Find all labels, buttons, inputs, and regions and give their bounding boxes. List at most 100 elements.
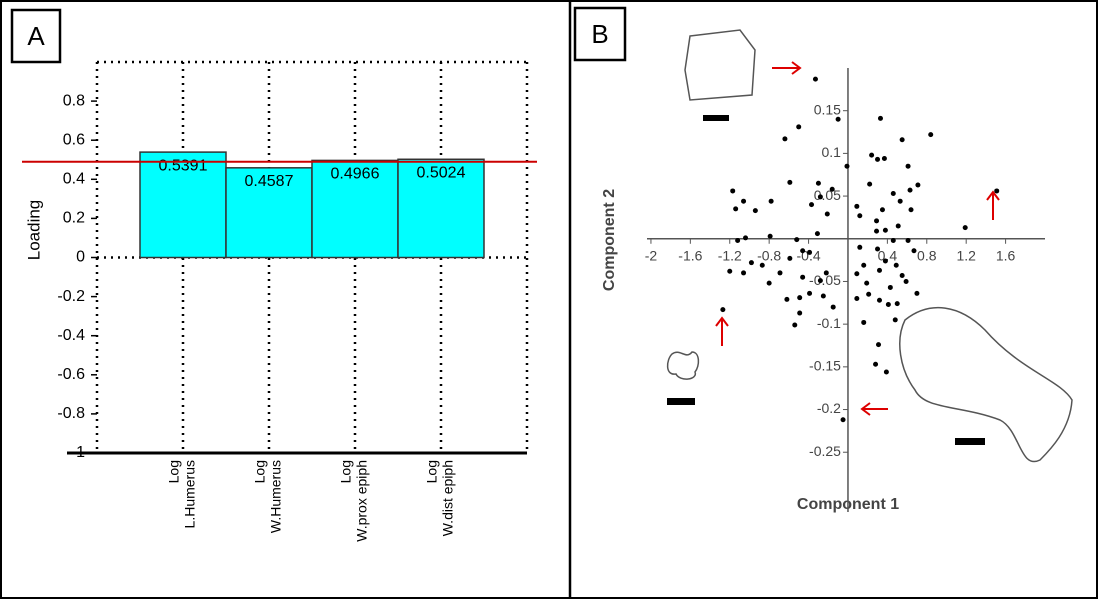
point bbox=[857, 244, 863, 250]
point bbox=[914, 290, 920, 296]
point bbox=[759, 262, 765, 268]
scale-bars bbox=[667, 115, 985, 445]
point bbox=[766, 280, 772, 286]
y-axis-title: Loading bbox=[24, 200, 43, 261]
panel-label: A bbox=[27, 21, 45, 51]
y-tick-label: -0.2 bbox=[57, 288, 85, 305]
x-tick-label: -2 bbox=[645, 247, 658, 263]
point bbox=[876, 267, 882, 273]
point bbox=[782, 136, 788, 142]
x-tick-label: -1.2 bbox=[718, 247, 742, 263]
point bbox=[767, 233, 773, 239]
point bbox=[777, 270, 783, 276]
point bbox=[876, 342, 882, 348]
point bbox=[741, 198, 747, 204]
point bbox=[854, 203, 860, 209]
point bbox=[894, 301, 900, 307]
point bbox=[905, 237, 911, 243]
y-tick-label: 0.8 bbox=[63, 92, 85, 109]
point bbox=[882, 258, 888, 264]
point bbox=[994, 188, 1000, 194]
point bbox=[800, 274, 806, 280]
shape-outlines bbox=[666, 29, 1073, 463]
point bbox=[905, 163, 911, 169]
point bbox=[877, 115, 883, 121]
point bbox=[835, 116, 841, 122]
y-axis-title: Component 2 bbox=[601, 189, 618, 291]
arrows bbox=[715, 61, 1000, 416]
point bbox=[857, 213, 863, 219]
panel-label: B bbox=[591, 19, 608, 49]
point bbox=[907, 187, 913, 193]
x-tick-label: L.Humerus bbox=[182, 460, 198, 528]
point bbox=[720, 307, 726, 313]
point bbox=[752, 208, 758, 214]
point bbox=[844, 163, 850, 169]
x-tick-label: W.dist epiph bbox=[440, 460, 456, 536]
point bbox=[823, 270, 829, 276]
y-tick-label: -1 bbox=[71, 444, 85, 461]
y-tick-label: 0.15 bbox=[814, 101, 841, 117]
panel-box bbox=[10, 8, 62, 64]
point bbox=[864, 280, 870, 286]
point bbox=[820, 293, 826, 299]
panel-box bbox=[573, 6, 627, 62]
value-label: 0.4587 bbox=[245, 173, 294, 190]
point bbox=[727, 268, 733, 274]
x-tick-label: Log bbox=[252, 460, 268, 483]
y-tick-label: 0.4 bbox=[63, 171, 85, 188]
point bbox=[794, 237, 800, 243]
point bbox=[748, 260, 754, 266]
point bbox=[854, 271, 860, 277]
point bbox=[768, 198, 774, 204]
point bbox=[883, 369, 889, 375]
point bbox=[787, 255, 793, 261]
point bbox=[800, 248, 806, 254]
bar bbox=[225, 167, 313, 259]
bar bbox=[139, 151, 227, 259]
bar bbox=[397, 158, 485, 259]
x-tick-label: 0.4 bbox=[878, 247, 898, 263]
point bbox=[903, 278, 909, 284]
point bbox=[829, 186, 835, 192]
y-tick-label: 0.6 bbox=[63, 131, 85, 148]
point bbox=[879, 207, 885, 213]
point bbox=[815, 180, 821, 186]
point bbox=[885, 302, 891, 308]
point bbox=[854, 296, 860, 302]
point bbox=[730, 188, 736, 194]
point bbox=[915, 182, 921, 188]
point bbox=[830, 304, 836, 310]
point bbox=[928, 132, 934, 138]
x-tick-label: W.Humerus bbox=[268, 460, 284, 533]
point bbox=[874, 218, 880, 224]
point bbox=[911, 248, 917, 254]
point bbox=[797, 295, 803, 301]
point bbox=[875, 156, 881, 162]
point bbox=[741, 270, 747, 276]
x-tick-label: 0.8 bbox=[917, 247, 937, 263]
value-label: 0.5024 bbox=[417, 164, 466, 181]
point bbox=[892, 317, 898, 323]
point bbox=[869, 152, 875, 158]
point bbox=[899, 272, 905, 278]
point bbox=[890, 237, 896, 243]
y-tick-label: -0.6 bbox=[57, 366, 85, 383]
y-tick-label: -0.8 bbox=[57, 405, 85, 422]
y-tick-label: 0.2 bbox=[63, 210, 85, 227]
x-tick-label: W.prox epiph bbox=[354, 460, 370, 542]
point bbox=[899, 137, 905, 143]
point bbox=[733, 206, 739, 212]
y-tick-label: -0.1 bbox=[817, 315, 841, 331]
point bbox=[867, 181, 873, 187]
point bbox=[876, 297, 882, 303]
x-tick-label: 1.2 bbox=[956, 247, 976, 263]
point bbox=[875, 246, 881, 252]
point bbox=[890, 191, 896, 197]
point bbox=[796, 124, 802, 130]
x-tick-label: -0.8 bbox=[757, 247, 781, 263]
y-tick-label: 0 bbox=[76, 249, 85, 266]
point bbox=[861, 319, 867, 325]
point bbox=[824, 211, 830, 217]
point bbox=[784, 296, 790, 302]
